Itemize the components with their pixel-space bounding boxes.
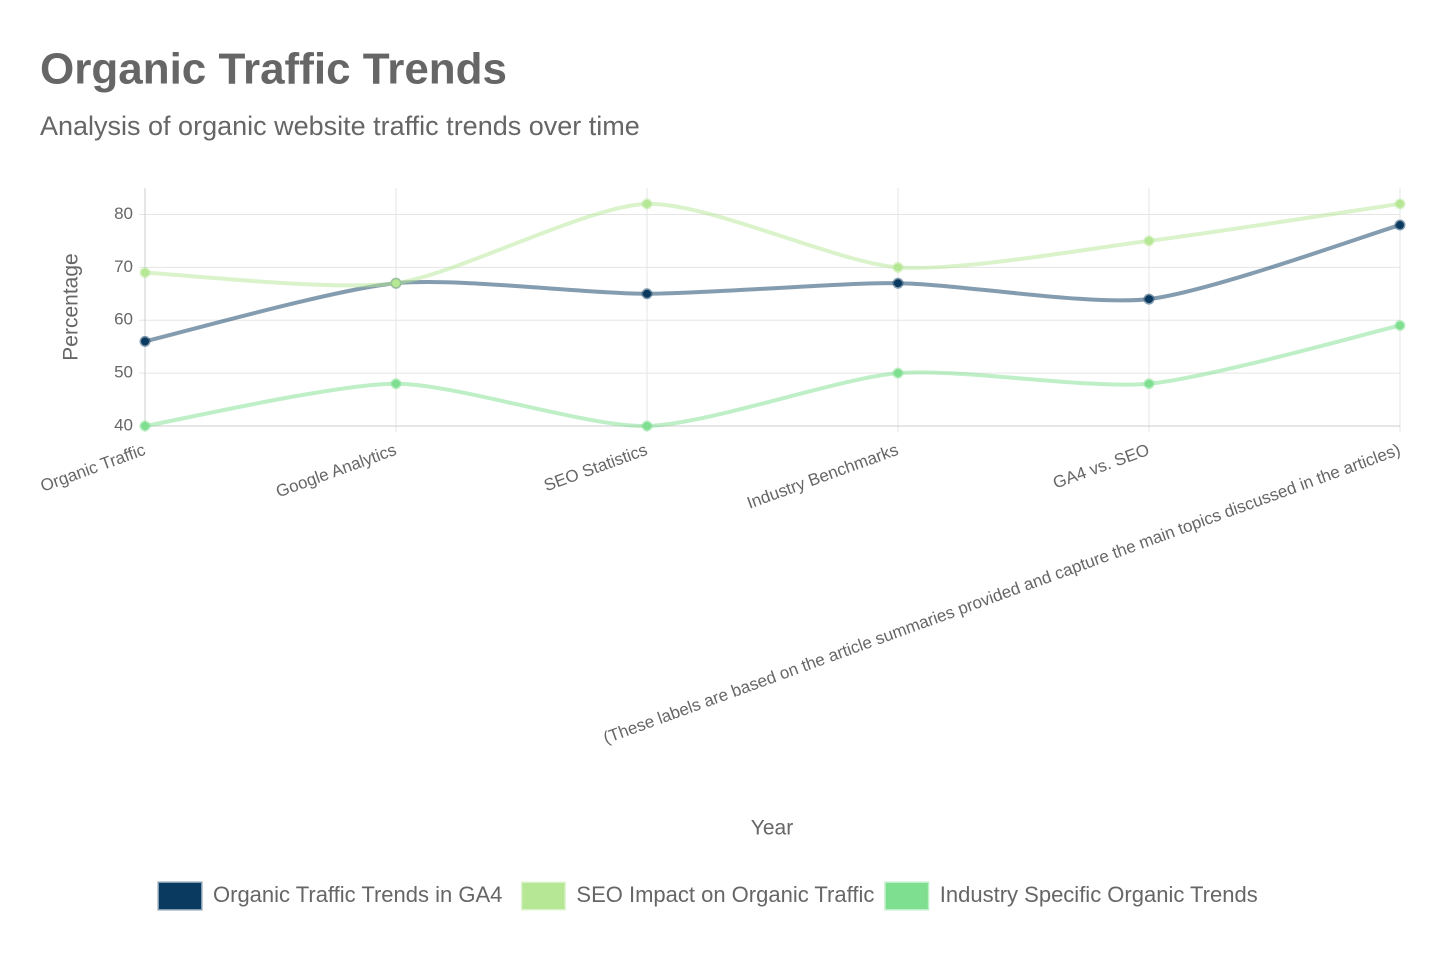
x-tick-label: Industry Benchmarks <box>744 440 901 512</box>
legend-label: SEO Impact on Organic Traffic <box>576 882 874 907</box>
y-tick-label: 50 <box>114 363 133 382</box>
x-tick-label: Google Analytics <box>273 440 399 501</box>
x-tick-label: Organic Traffic <box>38 440 149 496</box>
y-tick-label: 40 <box>114 415 133 434</box>
legend-swatch <box>520 881 566 911</box>
data-point <box>139 267 151 279</box>
legend-label: Industry Specific Organic Trends <box>940 882 1258 907</box>
y-axis-title: Percentage <box>60 253 83 360</box>
y-tick-label: 70 <box>114 257 133 276</box>
data-point <box>1143 293 1155 305</box>
data-point <box>892 261 904 273</box>
x-tick-label: GA4 vs. SEO <box>1050 440 1151 492</box>
x-tick-label: (These labels are based on the article s… <box>601 440 1403 747</box>
data-point <box>1394 198 1406 210</box>
data-point <box>892 277 904 289</box>
data-point <box>1394 219 1406 231</box>
data-point <box>892 367 904 379</box>
data-point <box>1143 378 1155 390</box>
data-point <box>641 198 653 210</box>
series-line <box>144 223 1401 344</box>
series-line <box>144 323 1401 429</box>
y-tick-label: 60 <box>114 310 133 329</box>
data-point <box>1394 320 1406 332</box>
data-point <box>390 277 402 289</box>
data-point <box>1143 235 1155 247</box>
data-point <box>641 288 653 300</box>
x-tick-label: SEO Statistics <box>541 440 650 495</box>
y-tick-label: 80 <box>114 204 133 223</box>
chart-subtitle: Analysis of organic website traffic tren… <box>40 111 640 141</box>
chart-title: Organic Traffic Trends <box>40 45 507 94</box>
data-point <box>641 420 653 432</box>
data-point <box>390 378 402 390</box>
data-point <box>139 420 151 432</box>
series-line <box>144 201 1401 288</box>
legend-swatch <box>157 881 203 911</box>
legend-label: Organic Traffic Trends in GA4 <box>213 882 502 907</box>
legend-swatch <box>884 881 930 911</box>
x-axis-title: Year <box>751 817 793 840</box>
data-point <box>139 335 151 347</box>
